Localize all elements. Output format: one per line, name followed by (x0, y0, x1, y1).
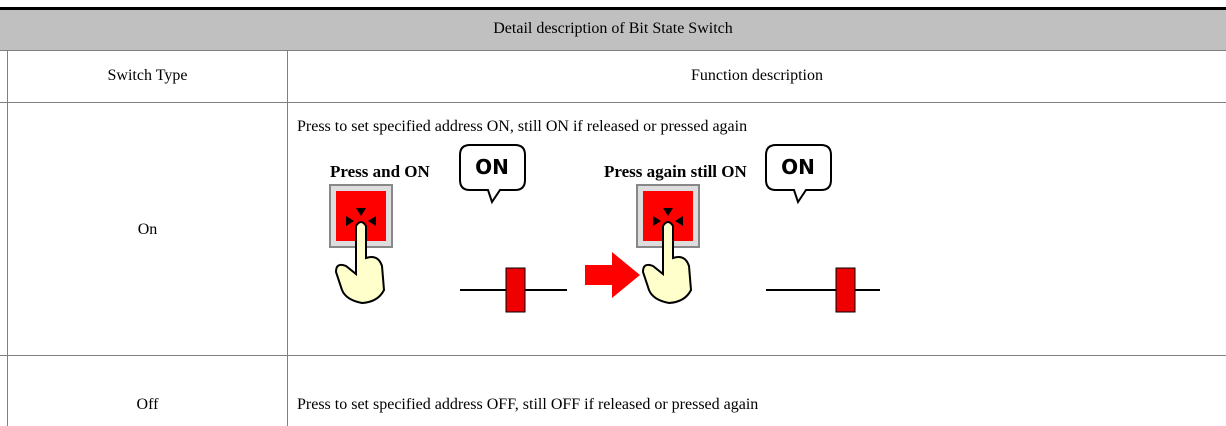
top-rule (0, 7, 1226, 10)
press-set (329, 184, 393, 305)
col-line (7, 50, 8, 426)
caption: Press and ON (330, 162, 430, 181)
header-cell: Function description (691, 67, 823, 84)
row-line (0, 102, 1226, 103)
col-line (287, 50, 288, 426)
caption: Press again still ON (604, 162, 747, 181)
arrow (585, 252, 640, 298)
switch-type: On (137, 221, 158, 238)
bubble-group (765, 144, 880, 313)
row-line (0, 50, 1226, 51)
bubble-text: ON (475, 155, 509, 179)
bubble-text: ON (781, 155, 815, 179)
function-text: Press to set specified address ON, still… (297, 118, 748, 135)
function-text: Press to set specified address OFF, stil… (297, 396, 759, 413)
row-line (0, 355, 1226, 356)
header-cell: Switch Type (107, 67, 188, 84)
switch-type: Off (136, 396, 159, 413)
table-title: Detail description of Bit State Switch (493, 20, 733, 37)
press-set (636, 184, 700, 305)
bubble-group (459, 144, 567, 313)
title-row (0, 10, 1226, 50)
